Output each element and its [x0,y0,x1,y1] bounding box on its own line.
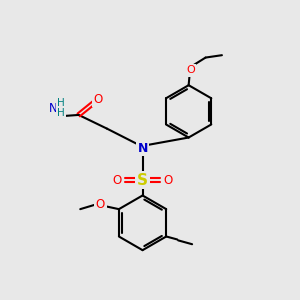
Text: O: O [94,93,103,106]
Text: O: O [186,65,195,75]
Text: O: O [96,199,105,212]
Text: O: O [164,174,173,187]
Text: S: S [137,173,148,188]
Text: N: N [137,142,148,155]
Text: N: N [49,102,58,115]
Text: H: H [57,98,65,108]
Text: O: O [112,174,122,187]
Text: H: H [57,108,65,118]
